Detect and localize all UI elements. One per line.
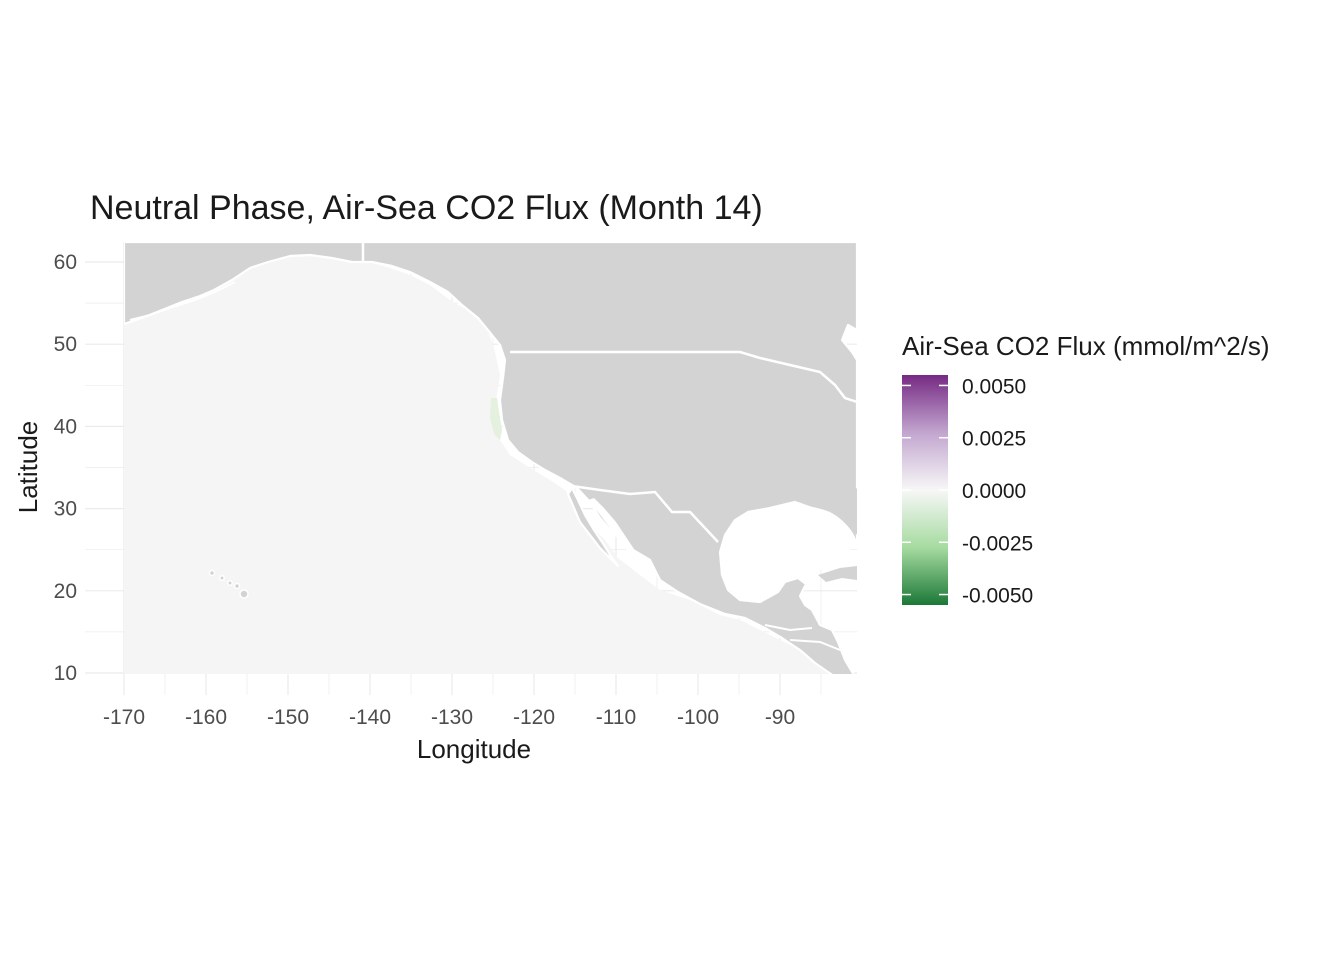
legend-tick-label: 0.0000 xyxy=(962,480,1026,503)
y-tick-label: 20 xyxy=(54,580,77,603)
land-baja-california xyxy=(566,486,620,568)
aleutian-islands xyxy=(129,281,236,321)
x-tick-label: -140 xyxy=(349,706,391,729)
y-tick-label: 60 xyxy=(54,251,77,274)
map-panel xyxy=(124,242,857,674)
x-tick-label: -170 xyxy=(103,706,145,729)
x-tick-label: -160 xyxy=(185,706,227,729)
x-tick-label: -90 xyxy=(765,706,795,729)
x-tick-label: -110 xyxy=(596,706,636,729)
legend: Air-Sea CO2 Flux (mmol/m^2/s) 0.00500.00… xyxy=(902,331,1270,608)
legend-tick-label: -0.0025 xyxy=(962,532,1033,555)
legend-tick-label: 0.0050 xyxy=(962,375,1026,398)
negative-flux-patch xyxy=(490,398,502,440)
gulf-of-california xyxy=(588,498,636,556)
central-america-borders xyxy=(764,624,841,651)
x-axis-title: Longitude xyxy=(417,734,531,764)
legend-tick-label: -0.0050 xyxy=(962,585,1033,608)
legend-tick-label: 0.0025 xyxy=(962,428,1026,451)
gulf-of-mexico xyxy=(720,505,857,600)
country-borders xyxy=(361,242,857,543)
x-tick-label: -150 xyxy=(267,706,309,729)
y-axis-title: Latitude xyxy=(13,421,43,514)
x-tick-label: -120 xyxy=(513,706,555,729)
hawaiian-islands xyxy=(208,569,249,599)
x-tick-label: -130 xyxy=(431,706,473,729)
land-cuba xyxy=(818,566,857,582)
y-tick-label: 40 xyxy=(54,415,77,438)
y-tick-label: 50 xyxy=(54,333,77,356)
y-tick-label: 10 xyxy=(54,662,77,685)
chart-title: Neutral Phase, Air-Sea CO2 Flux (Month 1… xyxy=(90,189,763,227)
y-axis: 60 50 40 30 20 10 xyxy=(54,251,77,685)
land-north-america xyxy=(124,242,857,674)
x-tick-label: -100 xyxy=(677,706,719,729)
legend-title: Air-Sea CO2 Flux (mmol/m^2/s) xyxy=(902,331,1270,361)
legend-ticks: 0.0050 0.0025 0.0000 -0.0025 -0.0050 xyxy=(902,375,1033,608)
x-axis: -170 -160 -150 -140 -130 -120 -110 -100 -90 xyxy=(103,706,795,729)
ocean-raster xyxy=(124,254,845,674)
land-florida xyxy=(846,488,857,535)
y-tick-label: 30 xyxy=(54,498,77,521)
